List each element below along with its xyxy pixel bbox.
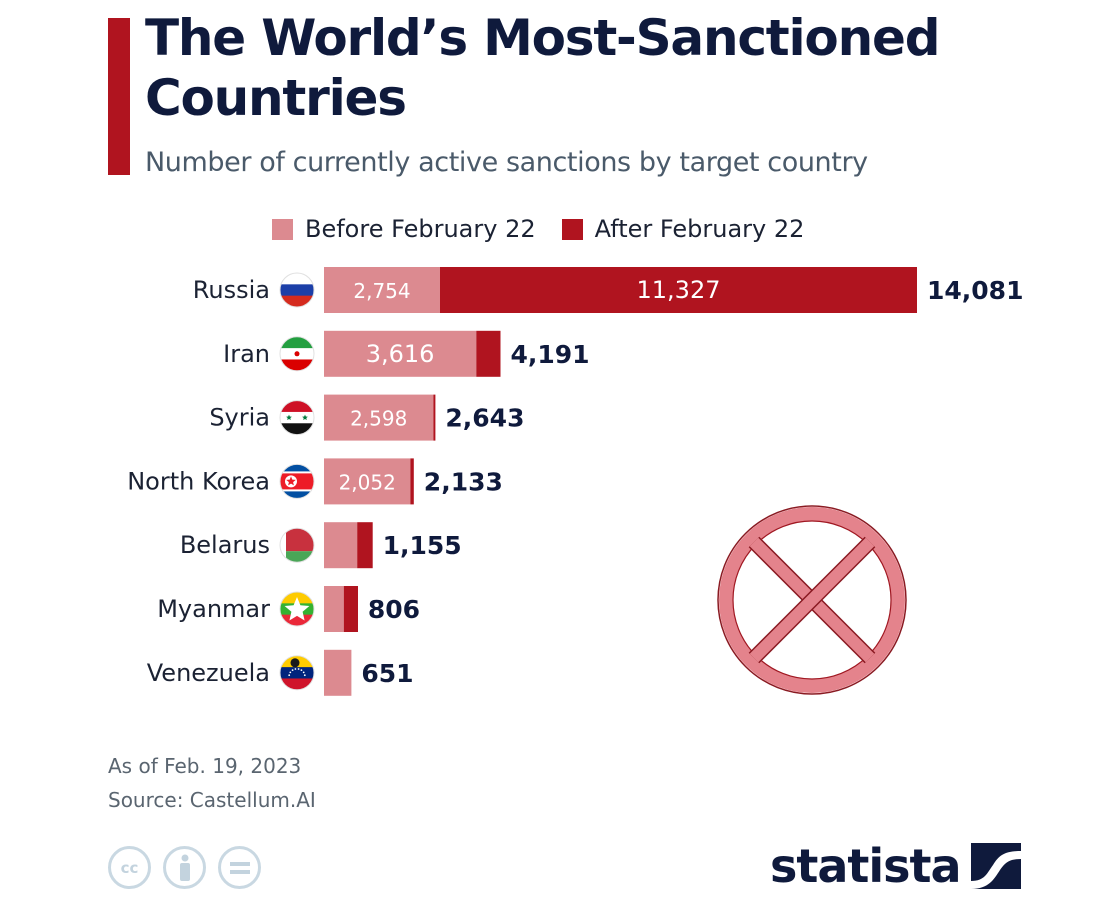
bar-row: Syria 2,598 2,643: [209, 394, 524, 441]
bar-label-before: 2,052: [339, 470, 396, 494]
bar-label-after: 11,327: [637, 276, 721, 304]
legend-swatch-after: [561, 218, 583, 240]
total-label: 1,155: [383, 531, 462, 560]
total-label: 651: [361, 659, 413, 688]
legend-label-after: After February 22: [594, 215, 805, 243]
russia-flag-icon: [279, 272, 315, 308]
bar-after: [433, 394, 436, 441]
bar-after: [410, 458, 414, 505]
bar-row: Venezuela 651: [147, 649, 414, 696]
bar-after: [440, 267, 917, 313]
license-icons: cc: [108, 846, 261, 889]
legend-item-before: Before February 22: [272, 215, 536, 243]
cc-icon: cc: [108, 846, 151, 889]
legend-item-after: After February 22: [561, 215, 805, 243]
statista-logo-icon: [970, 843, 1021, 889]
bar-label-before: 3,616: [366, 340, 435, 368]
bar-row: Iran 3,616 4,191: [223, 330, 590, 377]
bar-before: [324, 267, 440, 313]
chart-title: The World’s Most-Sanctioned Countries: [145, 9, 940, 127]
bar-before: [324, 522, 358, 569]
category-label: Belarus: [180, 531, 270, 559]
category-label: Iran: [223, 340, 270, 368]
title-accent-bar: [108, 18, 130, 175]
category-label: Syria: [209, 404, 270, 432]
venezuela-flag-icon: [279, 655, 315, 691]
bar-row: Russia 2,754 11,327 14,081: [193, 267, 1023, 313]
bar-before: [324, 649, 352, 696]
myanmar-flag-icon: [279, 591, 315, 627]
belarus-flag-icon: [279, 527, 315, 563]
category-label: Venezuela: [147, 659, 270, 687]
category-label: Russia: [193, 276, 270, 304]
total-label: 2,133: [424, 467, 503, 496]
total-label: 14,081: [927, 276, 1023, 305]
red-x-circle-icon: [717, 505, 907, 695]
attribution-icon: [163, 846, 206, 889]
statista-wordmark: statista: [770, 839, 962, 893]
statista-logo: statista: [770, 836, 1021, 896]
bar-row: Myanmar 806: [157, 586, 420, 632]
chart-subtitle: Number of currently active sanctions by …: [145, 147, 868, 178]
total-label: 2,643: [445, 404, 524, 433]
bar-after: [476, 330, 501, 377]
category-label: Myanmar: [157, 595, 270, 623]
no-derivatives-icon: [218, 846, 261, 889]
bar-before: [324, 458, 411, 505]
bar-row: North Korea 2,052 2,133: [127, 458, 503, 505]
category-label: North Korea: [127, 467, 270, 495]
legend-swatch-before: [272, 218, 293, 240]
bar-before: [324, 586, 344, 632]
bar-before: [324, 394, 434, 441]
source-note: Source: Castellum.AI: [108, 788, 316, 812]
bar-row: Belarus 1,155: [180, 522, 462, 569]
north-korea-flag-icon: [279, 463, 315, 499]
bar-label-before: 2,598: [350, 407, 407, 431]
bar-after: [357, 522, 373, 569]
legend: Before February 22 After February 22: [272, 212, 830, 246]
legend-label-before: Before February 22: [305, 215, 536, 243]
total-label: 4,191: [511, 340, 590, 369]
iran-flag-icon: [279, 336, 315, 372]
date-note: As of Feb. 19, 2023: [108, 754, 302, 778]
bar-label-before: 2,754: [353, 279, 410, 303]
bar-chart: Russia 2,754 11,327 14,081 Iran 3,616 4,191 Syr…: [127, 267, 1023, 696]
syria-flag-icon: [279, 400, 315, 436]
bar-after: [343, 586, 358, 632]
total-label: 806: [368, 595, 420, 624]
bar-before: [324, 330, 477, 377]
